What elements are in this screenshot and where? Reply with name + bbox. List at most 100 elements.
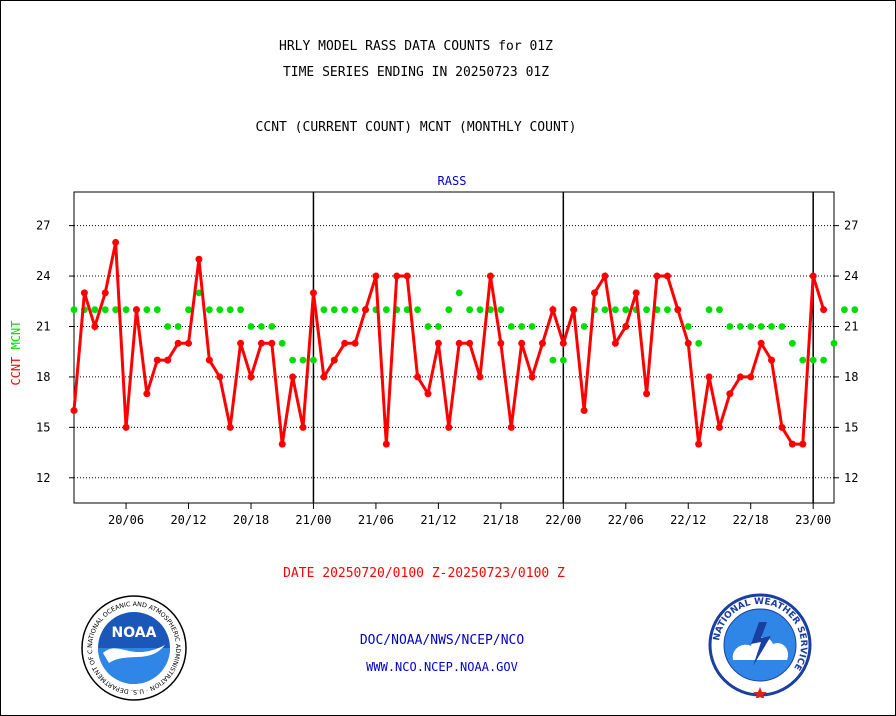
ccnt-point: [643, 390, 651, 398]
ccnt-point: [393, 272, 401, 280]
mcnt-point: [91, 306, 99, 314]
mcnt-point: [497, 306, 505, 314]
mcnt-point: [799, 356, 807, 364]
mcnt-point: [299, 356, 307, 364]
xtick-label: 20/18: [233, 513, 269, 527]
ccnt-point: [205, 356, 213, 364]
ccnt-point: [101, 289, 109, 297]
ccnt-point: [351, 339, 359, 347]
ccnt-point: [226, 423, 234, 431]
mcnt-point: [122, 306, 130, 314]
ccnt-point: [70, 407, 78, 415]
mcnt-point: [382, 306, 390, 314]
mcnt-point: [112, 306, 120, 314]
y-axis-label-ccnt: CCNT: [9, 357, 23, 386]
mcnt-point: [445, 306, 453, 314]
ytick-label-right: 12: [844, 471, 858, 485]
ccnt-point: [414, 373, 422, 381]
xtick-label: 21/18: [483, 513, 519, 527]
ccnt-point: [788, 440, 796, 448]
mcnt-point: [611, 306, 619, 314]
mcnt-point: [143, 306, 151, 314]
series-description: CCNT (CURRENT COUNT) MCNT (MONTHLY COUNT…: [255, 120, 577, 135]
ccnt-point: [362, 306, 370, 314]
ccnt-point: [434, 339, 442, 347]
xtick-label: 21/00: [295, 513, 331, 527]
mcnt-point: [841, 306, 848, 314]
mcnt-point: [205, 306, 213, 314]
ccnt-point: [153, 356, 161, 364]
mcnt-point: [341, 306, 349, 314]
ccnt-point: [622, 322, 630, 330]
ccnt-point: [674, 306, 682, 314]
ytick-label-right: 15: [844, 420, 858, 434]
ccnt-point: [320, 373, 328, 381]
ccnt-point: [237, 339, 245, 347]
mcnt-point: [226, 306, 234, 314]
xtick-label: 20/06: [108, 513, 144, 527]
mcnt-point: [757, 323, 765, 330]
mcnt-point: [403, 306, 411, 314]
mcnt-point: [705, 306, 713, 314]
ytick-label-left: 12: [36, 471, 50, 485]
mcnt-point: [830, 339, 838, 347]
ccnt-point: [216, 373, 224, 381]
y-axis-label-mcnt: MCNT: [9, 320, 23, 349]
ccnt-point: [538, 339, 546, 347]
mcnt-point: [643, 306, 651, 314]
ccnt-point: [486, 272, 494, 280]
xtick-label: 22/12: [670, 513, 706, 527]
mcnt-point: [237, 306, 244, 314]
mcnt-point: [768, 323, 775, 330]
chart-subtitle: TIME SERIES ENDING IN 20250723 01Z: [282, 65, 550, 80]
mcnt-point: [310, 356, 317, 364]
ccnt-point: [549, 306, 557, 314]
ccnt-point: [507, 423, 515, 431]
ccnt-point: [570, 306, 578, 314]
xtick-label: 22/00: [545, 513, 581, 527]
credit-line[interactable]: DOC/NOAA/NWS/NCEP/NCO: [359, 633, 525, 648]
ccnt-point: [289, 373, 297, 381]
mcnt-point: [726, 323, 734, 330]
date-range: DATE 20250720/0100 Z-20250723/0100 Z: [283, 566, 565, 581]
noaa-wordmark: NOAA: [112, 625, 157, 641]
ccnt-point: [455, 339, 463, 347]
x-axis-ticks: 20/06 20/12 20/18 21/00 21/06 21/12 21/18 22/00…: [108, 503, 831, 527]
ccnt-point: [736, 373, 744, 381]
mcnt-point: [851, 306, 859, 314]
mcnt-point: [559, 356, 567, 364]
time-series-chart: 12 12 15 15 18 18 21 21 24 24 27 27 20/06 20/12 20/18…: [9, 174, 859, 527]
website-link[interactable]: WWW.NCO.NCEP.NOAA.GOV: [366, 660, 518, 674]
ccnt-point: [382, 440, 390, 448]
ccnt-point: [820, 306, 828, 314]
mcnt-point: [487, 306, 494, 314]
ccnt-point: [684, 339, 692, 347]
mcnt-point: [70, 306, 78, 314]
ccnt-point: [112, 238, 120, 246]
ytick-label-left: 24: [36, 269, 50, 283]
ccnt-point: [757, 339, 765, 347]
ccnt-point: [80, 289, 88, 297]
gridlines: [74, 225, 834, 479]
mcnt-point: [101, 306, 109, 314]
ccnt-point: [330, 356, 338, 364]
ccnt-point: [424, 390, 432, 398]
xtick-label: 21/12: [420, 513, 456, 527]
ytick-label-right: 18: [844, 370, 858, 384]
mcnt-point: [664, 306, 671, 314]
ccnt-point: [445, 423, 453, 431]
mcnt-point: [268, 323, 276, 330]
mcnt-point: [695, 339, 703, 347]
ccnt-point: [695, 440, 703, 448]
mcnt-point: [684, 323, 692, 330]
panel-label: RASS: [438, 174, 467, 188]
mcnt-point: [788, 339, 796, 347]
xtick-label: 23/00: [795, 513, 831, 527]
ytick-label-left: 15: [36, 420, 50, 434]
ccnt-point: [299, 423, 307, 431]
mcnt-point: [580, 323, 588, 330]
chart-title: HRLY MODEL RASS DATA COUNTS for 01Z: [279, 39, 553, 54]
mcnt-point: [247, 323, 255, 330]
ccnt-point: [726, 390, 734, 398]
